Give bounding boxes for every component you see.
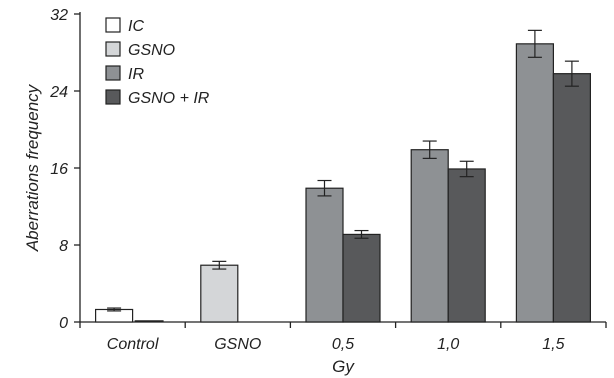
y-tick-label: 0 — [59, 315, 68, 332]
y-tick-label: 32 — [50, 7, 68, 24]
bar — [410, 149, 449, 323]
legend: IC GSNO IR GSNO + IR — [105, 17, 210, 107]
bar — [515, 43, 555, 323]
y-tick-label: 16 — [50, 161, 68, 178]
legend-swatch — [105, 41, 121, 57]
x-tick-label: 1,5 — [542, 336, 564, 353]
y-tick-label: 8 — [59, 238, 68, 255]
tick-labels: 0 8 16 24 32 Control GSNO 0,5 1,0 1,5 — [49, 7, 564, 353]
x-axis-label: Gy — [332, 357, 355, 376]
bar — [447, 168, 486, 323]
bar — [552, 73, 592, 323]
bar — [200, 264, 239, 323]
x-tick-label: Control — [107, 336, 159, 353]
x-tick-label: 0,5 — [332, 336, 354, 353]
bar — [342, 233, 381, 323]
y-axis-label: Aberrations frequency — [23, 83, 42, 252]
legend-label: GSNO + IR — [128, 90, 210, 107]
legend-label: IR — [128, 66, 144, 83]
bars — [94, 43, 592, 323]
legend-label: GSNO — [128, 42, 175, 59]
x-tick-label: GSNO — [214, 336, 261, 353]
bar — [305, 187, 344, 323]
y-tick-label: 24 — [49, 84, 68, 101]
error-bars — [107, 29, 579, 312]
legend-swatch — [105, 65, 121, 81]
x-tick-label: 1,0 — [437, 336, 459, 353]
legend-label: IC — [128, 18, 144, 35]
legend-swatch — [105, 89, 121, 105]
legend-swatch — [105, 17, 121, 33]
